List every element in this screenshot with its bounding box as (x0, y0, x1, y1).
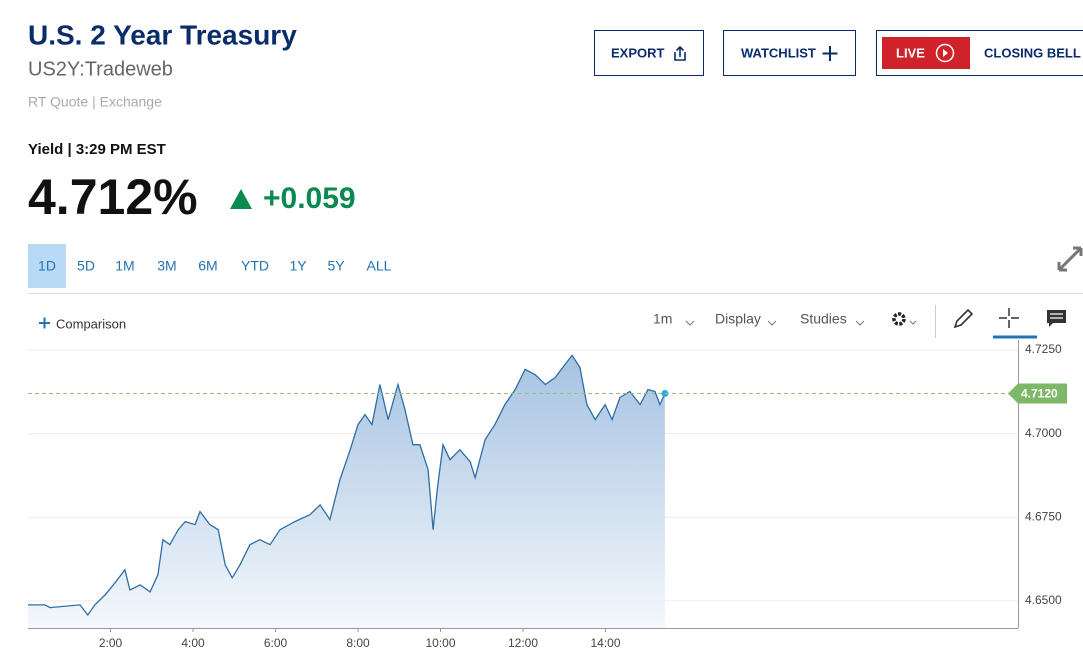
x-tick-label: 2:00 (99, 636, 123, 650)
chevron (767, 320, 777, 326)
pencil-icon[interactable] (953, 308, 974, 329)
range-tab[interactable]: 1M (115, 258, 134, 274)
live-label: LIVE (896, 45, 925, 60)
last-value-tag (1008, 383, 1067, 404)
range-tab[interactable]: YTD (241, 258, 269, 274)
play-icon (935, 43, 955, 63)
price: 4.712% (28, 169, 198, 225)
plus-icon (822, 46, 838, 61)
area-fill (28, 355, 665, 628)
export-label: EXPORT (611, 45, 665, 60)
active-range (28, 244, 66, 288)
y-tick-label: 4.7250 (1025, 342, 1062, 356)
last-value-label: 4.7120 (1021, 387, 1058, 401)
display[interactable]: Display (715, 311, 761, 327)
studies[interactable]: Studies (800, 311, 847, 327)
chevron (855, 320, 865, 326)
crosshair-icon[interactable] (999, 308, 1019, 328)
y-tick-label: 4.6750 (1025, 509, 1062, 523)
live-badge (882, 37, 970, 69)
expand-icon[interactable] (1057, 246, 1083, 272)
chevron (685, 320, 695, 326)
comparison-plus[interactable] (39, 317, 50, 329)
range-tab[interactable]: 5Y (327, 258, 345, 274)
x-tick-label: 8:00 (346, 636, 370, 650)
quote-label: Yield | 3:29 PM EST (28, 141, 166, 158)
y-tick-label: 4.6500 (1025, 593, 1062, 607)
x-tick-label: 12:00 (508, 636, 538, 650)
comment-lines (1050, 313, 1063, 319)
interval[interactable]: 1m (653, 311, 672, 327)
watchlist-label: WATCHLIST (741, 45, 816, 60)
gear-icon[interactable] (892, 312, 906, 326)
range-tab[interactable]: 1D (38, 258, 56, 274)
price-line (28, 354, 666, 617)
x-tick-label: 10:00 (425, 636, 455, 650)
range-tab[interactable]: ALL (367, 258, 392, 274)
x-tick-label: 4:00 (181, 636, 205, 650)
source: RT Quote | Exchange (28, 94, 162, 110)
closing-bell: CLOSING BELL (984, 45, 1081, 60)
symbol: US2Y:Tradeweb (28, 58, 173, 80)
export-icon (674, 45, 686, 61)
y-tick-label: 4.7000 (1025, 426, 1062, 440)
up-arrow (230, 189, 252, 209)
play-triangle (943, 49, 948, 57)
x-tick-label: 6:00 (264, 636, 288, 650)
range-tab[interactable]: 3M (157, 258, 176, 274)
x-tick-label: 14:00 (590, 636, 620, 650)
range-tab[interactable]: 1Y (289, 258, 307, 274)
comparison[interactable]: Comparison (56, 316, 126, 331)
change: +0.059 (263, 182, 356, 215)
chevron (909, 320, 917, 325)
range-tabs: 1D 5D 1M 3M 6M YTD 1Y 5Y ALL (38, 258, 392, 274)
range-tab[interactable]: 6M (198, 258, 217, 274)
last-point (661, 390, 669, 398)
chart: 4.6500 4.6750 4.7000 4.7250 2:00 4:00 6:00 8:00… (28, 340, 1067, 650)
range-tab[interactable]: 5D (77, 258, 95, 274)
title: U.S. 2 Year Treasury (28, 19, 297, 50)
